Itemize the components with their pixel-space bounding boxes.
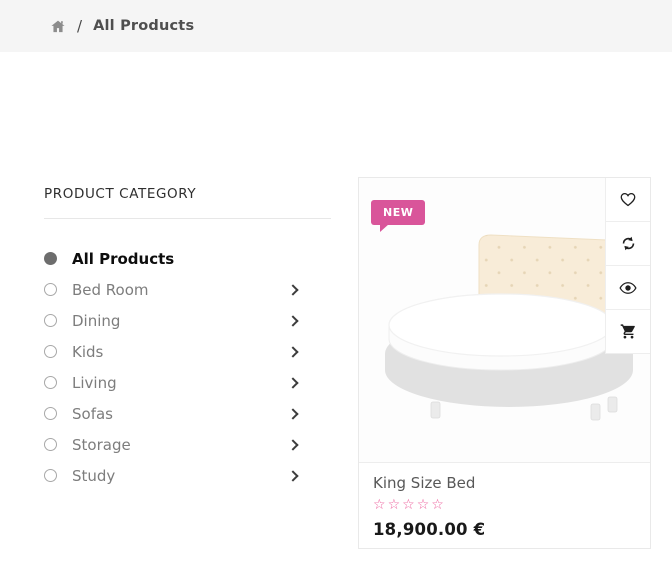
cart-icon [620,323,637,340]
eye-icon [619,281,637,295]
sidebar-divider [44,218,331,219]
category-item[interactable]: Storage [44,429,303,460]
breadcrumb-separator: / [77,17,83,35]
breadcrumb-current: All Products [93,18,195,34]
breadcrumb: / All Products [0,0,672,52]
chevron-right-icon[interactable] [287,283,299,296]
product-card: NEW [358,177,651,549]
category-item[interactable]: Kids [44,336,303,367]
category-item-label[interactable]: Bed Room [72,280,149,299]
star-icon: ☆ [402,497,417,513]
category-item-label[interactable]: Dining [72,311,121,330]
star-icon: ☆ [431,497,446,513]
star-icon: ☆ [416,497,432,513]
heart-icon [619,191,637,208]
category-item[interactable]: Dining [44,305,303,336]
radio-icon[interactable] [44,438,57,451]
product-photo-bed [385,234,633,421]
product-image[interactable]: NEW [359,178,650,463]
add-to-cart-button[interactable] [605,310,650,354]
sidebar-product-category: PRODUCT CATEGORY All Products Bed Room D… [44,186,331,491]
radio-icon[interactable] [44,252,57,265]
category-item-label[interactable]: Storage [72,435,131,454]
product-price: 18,900.00 € [373,520,486,539]
category-item-label[interactable]: Sofas [72,404,113,423]
quick-view-button[interactable] [605,266,650,310]
star-icon: ☆ [387,497,403,513]
category-item[interactable]: All Products [44,243,303,274]
product-title[interactable]: King Size Bed [373,474,476,492]
radio-icon[interactable] [44,345,57,358]
product-info: King Size Bed ☆☆☆☆☆ 18,900.00 € [359,463,650,539]
product-action-bar [605,178,650,354]
chevron-right-icon[interactable] [287,407,299,420]
sidebar-title: PRODUCT CATEGORY [44,186,197,202]
chevron-right-icon[interactable] [287,345,299,358]
category-item[interactable]: Bed Room [44,274,303,305]
chevron-right-icon[interactable] [287,376,299,389]
category-item[interactable]: Study [44,460,303,491]
category-item[interactable]: Sofas [44,398,303,429]
wishlist-button[interactable] [605,178,650,222]
category-item-label[interactable]: All Products [72,249,175,268]
radio-icon[interactable] [44,376,57,389]
radio-icon[interactable] [44,407,57,420]
category-item-label[interactable]: Living [72,373,117,392]
radio-icon[interactable] [44,469,57,482]
chevron-right-icon[interactable] [287,469,299,482]
compare-button[interactable] [605,222,650,266]
radio-icon[interactable] [44,283,57,296]
chevron-right-icon[interactable] [287,438,299,451]
category-item-label[interactable]: Kids [72,342,104,361]
radio-icon[interactable] [44,314,57,327]
refresh-icon [620,235,637,252]
star-icon: ☆ [373,497,388,513]
category-list: All Products Bed Room Dining Kids Living [44,243,303,491]
home-icon[interactable] [50,19,66,34]
category-item-label[interactable]: Study [72,466,116,485]
category-item[interactable]: Living [44,367,303,398]
new-badge: NEW [371,200,426,232]
star-rating: ☆☆☆☆☆ [373,496,636,513]
chevron-right-icon[interactable] [287,314,299,327]
